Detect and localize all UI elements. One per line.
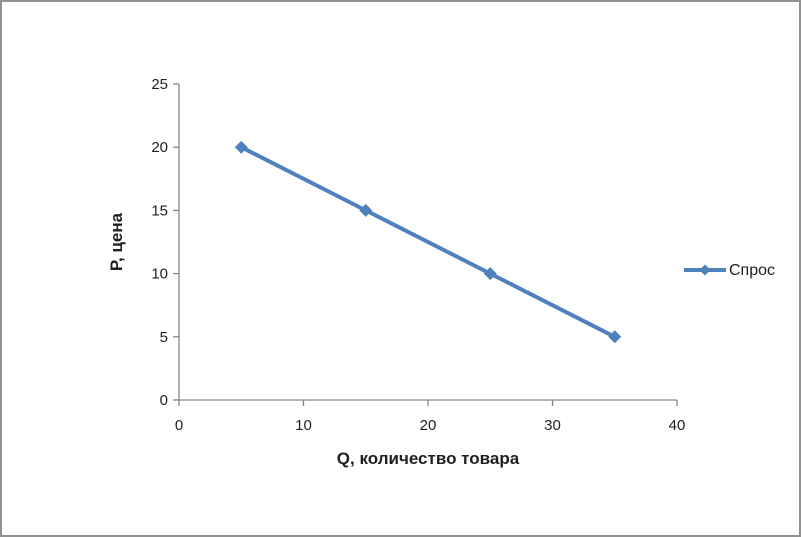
y-tick-label: 5 — [160, 329, 168, 346]
y-axis-title: P, цена — [107, 212, 126, 271]
axes: 0 5 10 15 20 25 0 10 20 30 40 — [151, 76, 685, 434]
x-tick-label: 20 — [420, 417, 437, 434]
y-tick-label: 15 — [151, 202, 168, 219]
data-point-marker — [608, 330, 622, 344]
x-axis-title: Q, количество товара — [337, 449, 520, 468]
legend-diamond-marker — [699, 264, 711, 276]
demand-line — [240, 145, 616, 339]
x-tick-label: 30 — [544, 417, 561, 434]
data-point-marker — [234, 140, 248, 154]
data-point-marker — [359, 203, 373, 217]
legend: Спрос — [684, 262, 775, 279]
y-tick-label: 20 — [151, 139, 168, 156]
data-point-marker — [483, 267, 497, 281]
series-demand — [234, 140, 622, 344]
x-tick-label: 40 — [669, 417, 686, 434]
y-tick-label: 10 — [151, 266, 168, 283]
x-tick-label: 10 — [295, 417, 312, 434]
x-tick-label: 0 — [175, 417, 183, 434]
y-tick-label: 25 — [151, 76, 168, 93]
y-tick-label: 0 — [160, 392, 168, 409]
legend-series-label: Спрос — [729, 262, 775, 279]
